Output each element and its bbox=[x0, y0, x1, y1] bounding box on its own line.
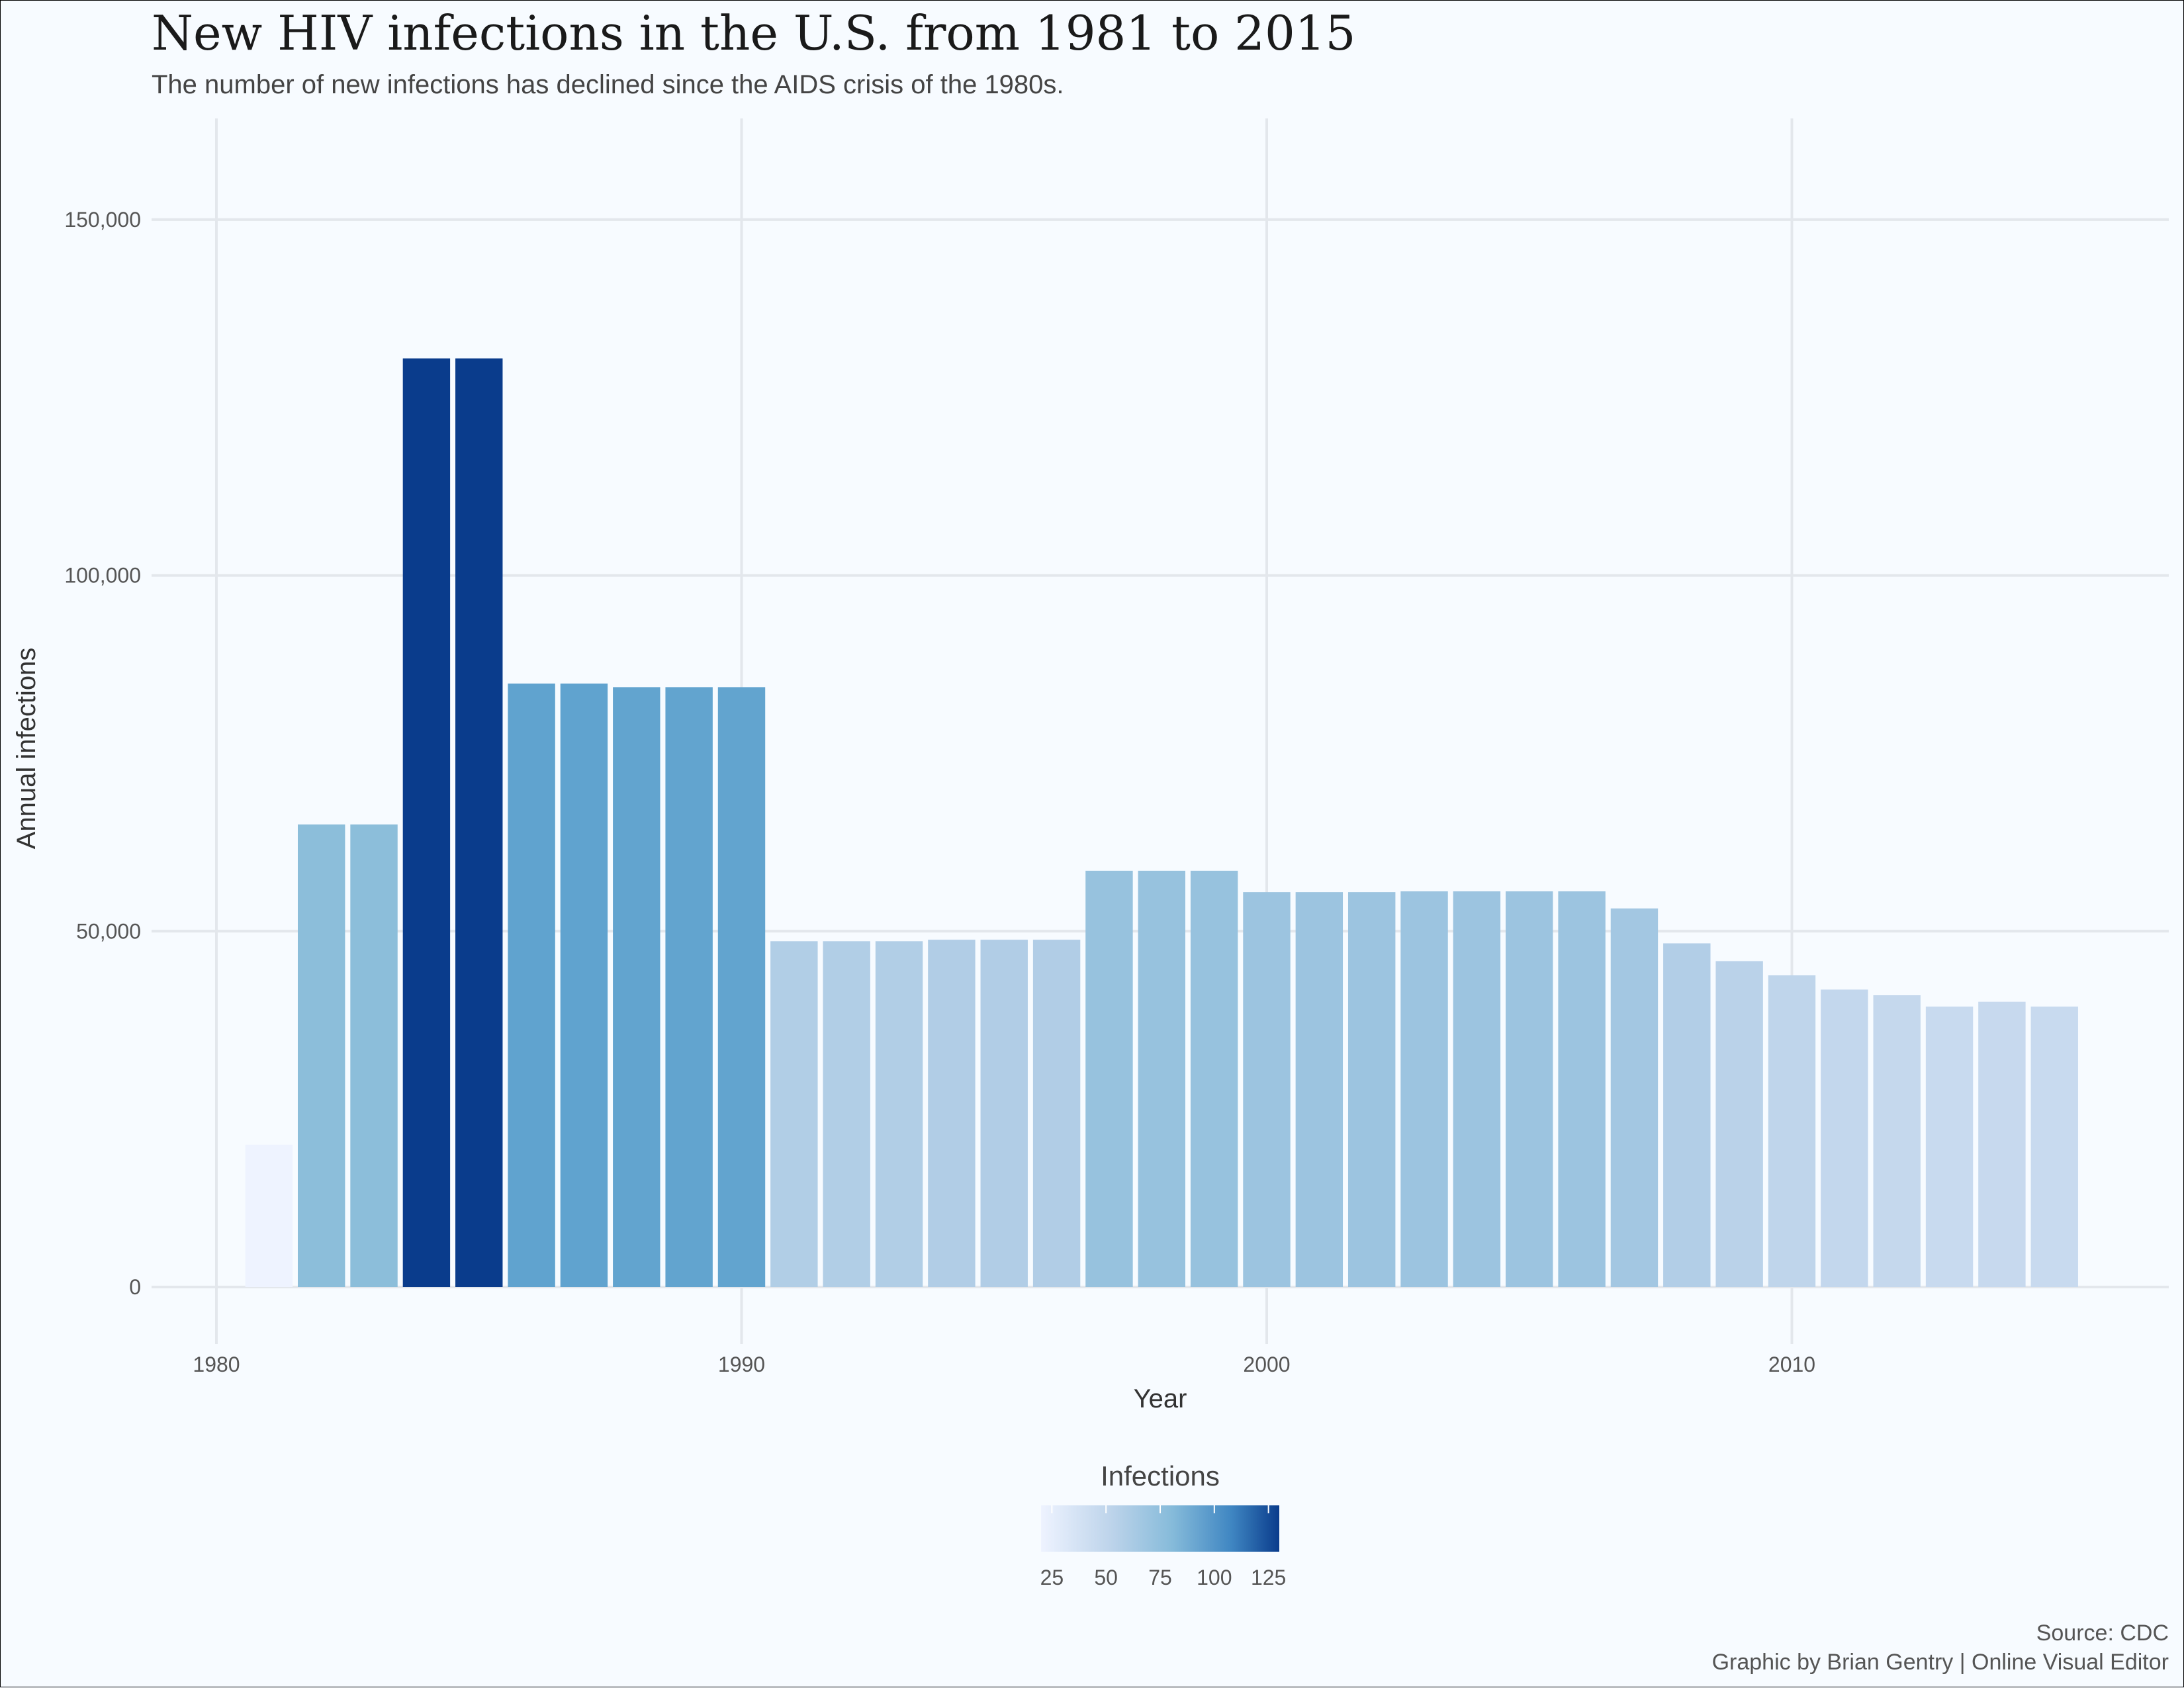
bar-1993 bbox=[875, 941, 923, 1287]
bar-1991 bbox=[770, 941, 818, 1287]
y-axis-title: Annual infections bbox=[12, 648, 41, 850]
axis-ticks: 0 50,000 100,000 150,000 1980 1990 2000 2010 bbox=[64, 208, 1815, 1376]
legend-title: Infections bbox=[1101, 1460, 1220, 1491]
bar-1982 bbox=[297, 824, 345, 1287]
y-tick-label: 0 bbox=[129, 1275, 141, 1299]
bar-2004 bbox=[1453, 891, 1501, 1287]
bar-2006 bbox=[1558, 891, 1606, 1287]
bar-1985 bbox=[455, 358, 503, 1287]
bar-1994 bbox=[928, 940, 976, 1287]
legend-tick-label: 50 bbox=[1094, 1566, 1118, 1589]
bar-2010 bbox=[1768, 975, 1816, 1287]
bar-1995 bbox=[980, 940, 1028, 1287]
bar-1984 bbox=[402, 358, 451, 1287]
bar-2013 bbox=[1925, 1006, 1974, 1287]
bar-1983 bbox=[350, 824, 398, 1287]
x-tick-label: 1990 bbox=[718, 1353, 765, 1376]
bar-2011 bbox=[1821, 989, 1868, 1287]
bar-1990 bbox=[717, 687, 766, 1287]
legend-ticks: 25 50 75 100 125 bbox=[1040, 1505, 1286, 1589]
legend-tick-label: 125 bbox=[1251, 1566, 1286, 1589]
chart-subtitle: The number of new infections has decline… bbox=[152, 70, 1064, 99]
bar-1992 bbox=[823, 941, 870, 1287]
bar-2012 bbox=[1873, 995, 1921, 1287]
credit-caption: Graphic by Brian Gentry | Online Visual … bbox=[1712, 1650, 2169, 1675]
bar-2001 bbox=[1295, 892, 1343, 1287]
bar-2000 bbox=[1243, 892, 1291, 1287]
chart-title: New HIV infections in the U.S. from 1981… bbox=[152, 5, 1355, 61]
x-axis-title: Year bbox=[1134, 1384, 1187, 1413]
bar-1988 bbox=[613, 687, 660, 1287]
source-caption: Source: CDC bbox=[2036, 1621, 2169, 1646]
bar-1986 bbox=[508, 684, 555, 1287]
bar-1987 bbox=[560, 684, 608, 1287]
bar-2002 bbox=[1347, 892, 1396, 1287]
bars bbox=[245, 358, 2078, 1287]
bar-1997 bbox=[1085, 870, 1133, 1287]
y-tick-label: 100,000 bbox=[64, 564, 141, 588]
x-tick-label: 2010 bbox=[1768, 1353, 1815, 1376]
bar-1989 bbox=[665, 687, 713, 1287]
bar-1981 bbox=[245, 1144, 293, 1287]
bar-1996 bbox=[1032, 940, 1081, 1287]
y-tick-label: 150,000 bbox=[64, 208, 141, 232]
bar-2003 bbox=[1400, 891, 1448, 1287]
bar-1998 bbox=[1138, 870, 1186, 1287]
bar-2005 bbox=[1506, 891, 1553, 1287]
legend-tick-label: 75 bbox=[1148, 1566, 1172, 1589]
x-tick-label: 1980 bbox=[193, 1353, 240, 1376]
bar-2015 bbox=[2030, 1006, 2078, 1287]
legend-tick-label: 100 bbox=[1197, 1566, 1232, 1589]
bar-2008 bbox=[1663, 943, 1711, 1287]
y-tick-label: 50,000 bbox=[76, 919, 141, 943]
legend-tick-label: 25 bbox=[1040, 1566, 1064, 1589]
bar-2014 bbox=[1978, 1001, 2026, 1287]
bar-2009 bbox=[1715, 961, 1763, 1287]
bar-2007 bbox=[1610, 908, 1659, 1287]
bar-1999 bbox=[1190, 870, 1238, 1287]
x-tick-label: 2000 bbox=[1243, 1353, 1290, 1376]
